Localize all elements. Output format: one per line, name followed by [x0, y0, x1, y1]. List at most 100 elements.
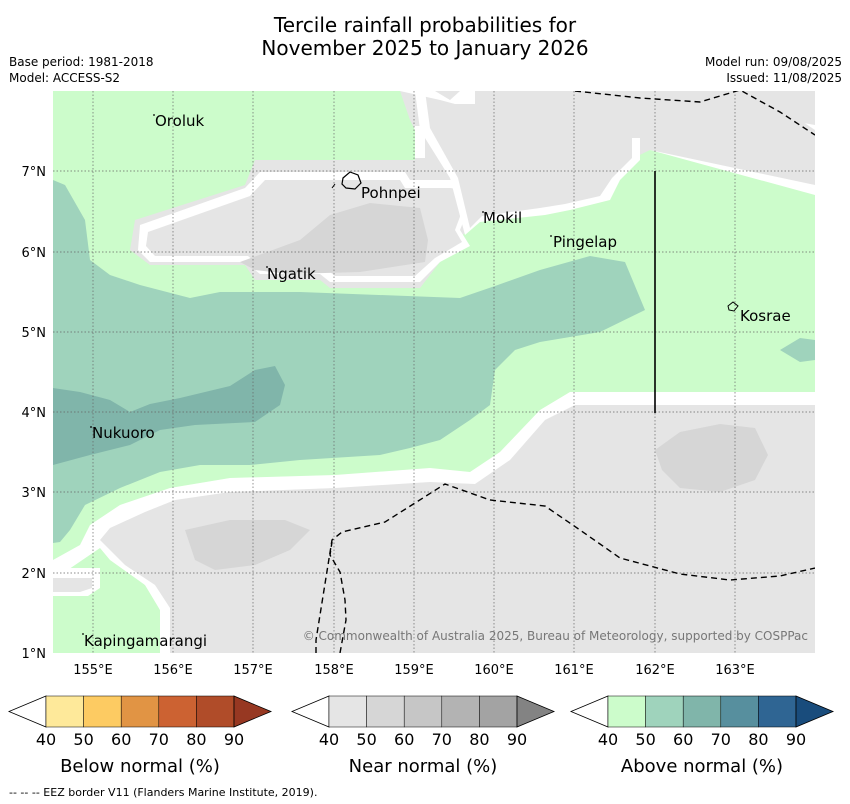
title-line-1: Tercile rainfall probabilities for: [273, 13, 577, 37]
colorbar-lower-tip: [7, 695, 47, 728]
kapingamarangi-dot: [82, 633, 84, 635]
colorbar-tick-label: 90: [786, 730, 806, 749]
above-normal-60-zone-east: [780, 338, 815, 362]
lat-label: 2°N: [22, 567, 47, 582]
lon-label: 155°E: [73, 663, 113, 678]
colorbar-tick-label: 70: [432, 730, 452, 749]
place-ngatik: Ngatik: [267, 265, 316, 283]
map-area: Oroluk Pohnpei Mokil Pingelap Ngatik Kos…: [53, 91, 815, 653]
lat-label: 5°N: [22, 326, 47, 341]
colorbar-cell: [441, 695, 480, 728]
colorbar-upper-tip: [795, 695, 835, 728]
colorbar-tick-label: 80: [748, 730, 768, 749]
colorbar-tick-label: 60: [111, 730, 131, 749]
pingelap-dot: [550, 235, 552, 237]
near-normal-60-zone-lower-west: [185, 520, 310, 570]
issued-date: Issued: 11/08/2025: [726, 71, 842, 85]
lat-label: 4°N: [22, 406, 47, 421]
colorbar-cell: [158, 695, 197, 728]
mokil-dot: [482, 211, 484, 213]
meta-right: Model run: 09/08/2025 Issued: 11/08/2025: [705, 54, 842, 86]
oroluk-dot: [153, 114, 155, 116]
colorbar-tick-label: 40: [598, 730, 618, 749]
place-kapingamarangi: Kapingamarangi: [84, 632, 207, 650]
colorbar-cell: [758, 695, 797, 728]
near-normal-legend: 40 50 60 70 80 90 Near normal (%): [290, 695, 556, 777]
above-normal-60-zone: [53, 180, 645, 543]
colorbar-cell: [196, 695, 235, 728]
colorbar-cell: [720, 695, 759, 728]
map-title: Tercile rainfall probabilities for Novem…: [0, 14, 850, 60]
colorbar-tick-label: 60: [394, 730, 414, 749]
near-normal-60-zone-lower-east: [655, 424, 768, 492]
left-grey-patch: [53, 578, 92, 592]
colorbar-lower-tip: [569, 695, 609, 728]
colorbar-cell: [607, 695, 646, 728]
near-normal-50-zone-top-right: [425, 91, 815, 228]
colorbar-tick-label: 40: [36, 730, 56, 749]
above-normal-70-zone: [53, 366, 285, 465]
lon-label: 163°E: [715, 663, 755, 678]
colorbar-upper-tip: [516, 695, 556, 728]
lat-label: 1°N: [22, 647, 47, 662]
lon-axis: 155°E 156°E 157°E 158°E 159°E 160°E 161°…: [73, 663, 755, 678]
lon-label: 158°E: [314, 663, 354, 678]
colorbar-tick-label: 90: [224, 730, 244, 749]
place-mokil: Mokil: [483, 209, 522, 227]
pohnpei-island: [341, 171, 362, 190]
model-run: Model run: 09/08/2025: [704, 55, 842, 69]
colorbar-tick-label: 80: [469, 730, 489, 749]
lon-label: 157°E: [233, 663, 273, 678]
colorbar-tick-label: 40: [319, 730, 339, 749]
colorbar-title: Below normal (%): [60, 756, 220, 777]
colorbar-tick-label: 70: [711, 730, 731, 749]
title-line-2: November 2025 to January 2026: [261, 36, 589, 60]
colorbar-tick-label: 50: [635, 730, 655, 749]
colorbar-cell: [328, 695, 367, 728]
lat-label: 6°N: [22, 246, 47, 261]
top-right-patch: [712, 92, 815, 112]
place-kosrae: Kosrae: [740, 307, 791, 325]
colorbar-upper-tip: [233, 695, 273, 728]
lon-label: 161°E: [554, 663, 594, 678]
lat-label: 7°N: [22, 165, 47, 180]
colorbar-cell: [479, 695, 518, 728]
colorbar-cell: [645, 695, 684, 728]
colorbar-cell: [682, 695, 722, 728]
top-notch: [400, 91, 475, 104]
lat-axis: 7°N 6°N 5°N 4°N 3°N 2°N 1°N: [22, 165, 47, 662]
colorbar-title: Above normal (%): [621, 756, 783, 777]
colorbar-cell: [45, 695, 84, 728]
colorbar-cell: [83, 695, 122, 728]
eez-footnote: -- -- -- EEZ border V11 (Flanders Marine…: [9, 786, 318, 799]
colorbar-title: Near normal (%): [349, 756, 498, 777]
colorbar-tick-label: 60: [673, 730, 693, 749]
base-period: Base period: 1981-2018: [9, 55, 154, 69]
place-nukuoro: Nukuoro: [92, 424, 155, 442]
place-pohnpei: Pohnpei: [361, 184, 421, 202]
ngatik-dot: [266, 266, 268, 268]
kosrae-island: [727, 301, 739, 312]
place-pingelap: Pingelap: [553, 233, 617, 251]
colorbar-lower-tip: [290, 695, 330, 728]
copyright-text: © Commonwealth of Australia 2025, Bureau…: [303, 629, 808, 643]
colorbar-tick-label: 70: [149, 730, 169, 749]
lon-label: 162°E: [635, 663, 675, 678]
colorbar-cell: [366, 695, 405, 728]
lon-label: 159°E: [394, 663, 434, 678]
meta-left: Base period: 1981-2018 Model: ACCESS-S2: [9, 54, 154, 86]
near-normal-50-zone-lower: [100, 405, 815, 653]
colorbar-cell: [120, 695, 160, 728]
colorbar-tick-label: 80: [186, 730, 206, 749]
model-name: Model: ACCESS-S2: [9, 71, 121, 85]
colorbar-cell: [403, 695, 443, 728]
place-oroluk: Oroluk: [155, 112, 204, 130]
colorbar-tick-label: 50: [73, 730, 93, 749]
eez-border: [315, 91, 815, 653]
colorbar-tick-label: 50: [356, 730, 376, 749]
lat-label: 3°N: [22, 486, 47, 501]
